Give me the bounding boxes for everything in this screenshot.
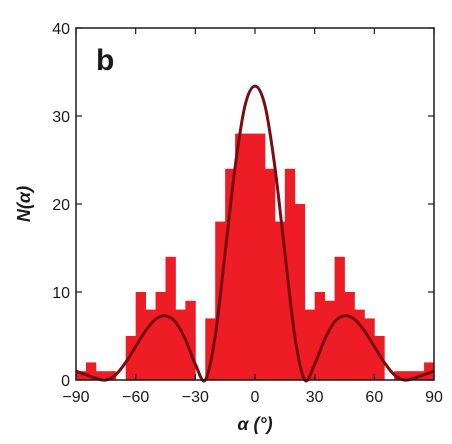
histogram-bar <box>314 292 326 380</box>
histogram-bar <box>374 336 385 380</box>
histogram-bar <box>95 371 107 380</box>
histogram-bar <box>255 133 266 380</box>
x-tick-label: 30 <box>306 389 324 406</box>
x-tick-label: −90 <box>62 389 89 406</box>
histogram-bar <box>205 318 216 380</box>
x-tick-label: 60 <box>365 389 383 406</box>
histogram-bar <box>145 309 156 380</box>
histogram-bar <box>264 168 276 380</box>
histogram-bar <box>284 168 296 380</box>
y-axis-label: N(α) <box>14 186 34 222</box>
histogram-bar <box>404 371 415 380</box>
x-axis-label: α (°) <box>237 414 272 434</box>
histogram-bar <box>354 309 365 380</box>
histogram-bar <box>76 371 87 380</box>
y-tick-label: 20 <box>52 197 70 214</box>
histogram-bar <box>225 168 236 380</box>
histogram-bar <box>105 371 117 380</box>
y-tick-label: 30 <box>52 109 70 126</box>
x-tick-label: −30 <box>182 389 209 406</box>
histogram-bar <box>175 309 186 380</box>
x-tick-label: 0 <box>251 389 260 406</box>
histogram-bar <box>424 362 435 380</box>
histogram-bar <box>324 300 335 380</box>
x-tick-label: 90 <box>425 389 443 406</box>
histogram-bar <box>185 300 196 380</box>
y-axis-ticks: 0 10 20 30 40 <box>52 21 434 390</box>
histogram-bar <box>155 292 166 380</box>
y-tick-label: 10 <box>52 285 70 302</box>
histogram-bar <box>235 133 246 380</box>
histogram-bar <box>394 371 405 380</box>
y-tick-label: 40 <box>52 21 70 38</box>
histogram-bars <box>76 133 435 380</box>
y-tick-label: 0 <box>61 373 70 390</box>
histogram-bar <box>364 318 375 380</box>
histogram-bar <box>125 336 137 380</box>
histogram-bar <box>245 133 256 380</box>
histogram-bar <box>344 292 355 380</box>
x-axis-ticks: −90 −60 −30 0 30 60 90 <box>62 28 443 406</box>
histogram-bar <box>274 221 286 380</box>
histogram-bar <box>85 362 97 380</box>
x-tick-label: −60 <box>122 389 149 406</box>
histogram-bar <box>294 204 306 380</box>
panel-label: b <box>96 44 114 77</box>
fit-curve <box>75 84 435 383</box>
histogram-bar <box>304 309 316 380</box>
